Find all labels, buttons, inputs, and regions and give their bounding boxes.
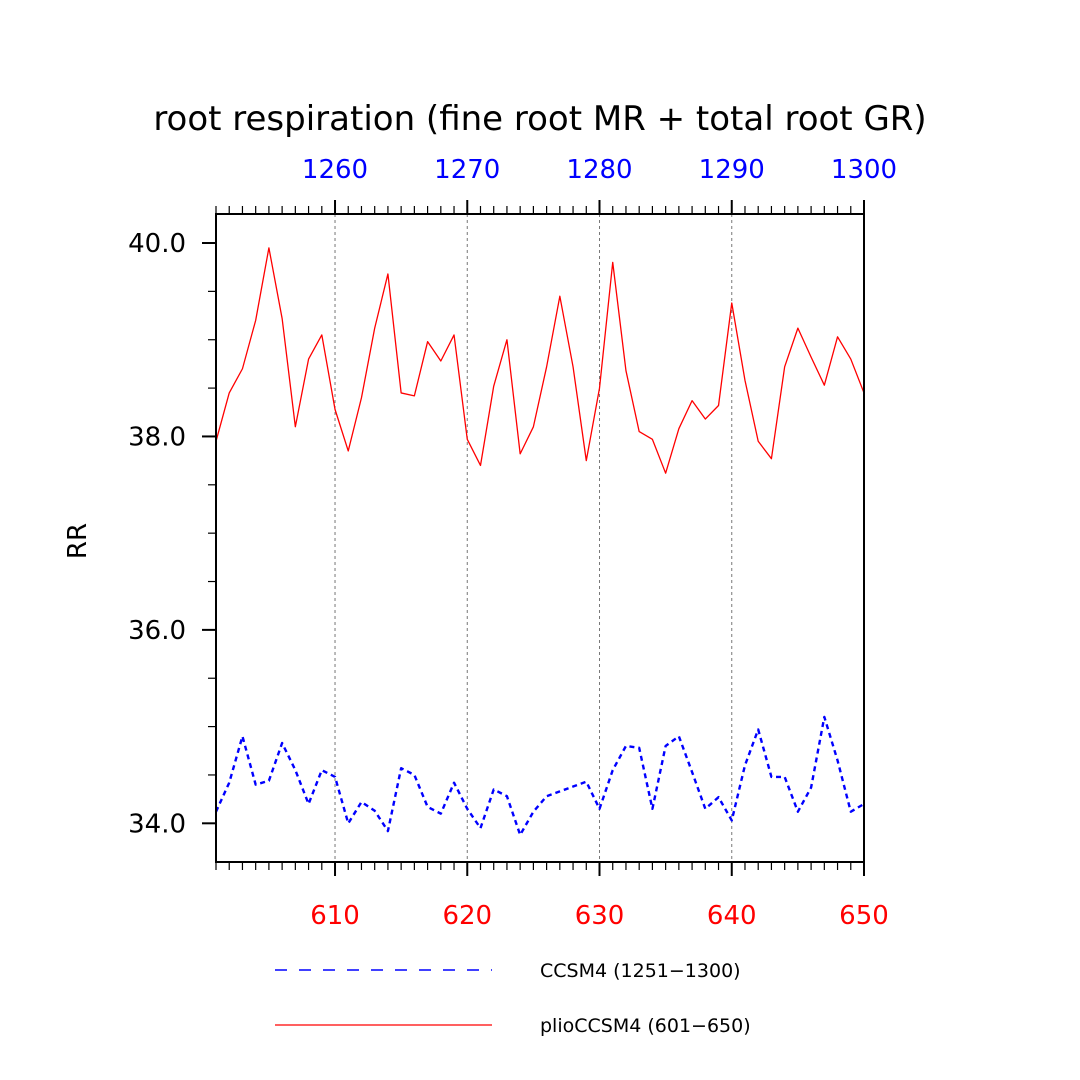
x-tick-label-630: 630 (575, 901, 625, 931)
y-tick-label-38: 38.0 (128, 422, 186, 452)
y-tick-label-34: 34.0 (128, 809, 186, 839)
y-tick-label-40: 40.0 (128, 229, 186, 259)
y-tick-label-36: 36.0 (128, 616, 186, 646)
series-layer (214, 247, 865, 837)
legend-label-0: CCSM4 (1251−1300) (540, 960, 741, 982)
x-tick-label-610: 610 (310, 901, 360, 931)
top-tick-label-1260: 1260 (302, 155, 368, 185)
top-tick-label-1280: 1280 (566, 155, 632, 185)
x-tick-label-640: 640 (707, 901, 757, 931)
top-tick-label-1290: 1290 (699, 155, 765, 185)
x-tick-label-620: 620 (442, 901, 492, 931)
y-axis-label: RR (63, 523, 93, 559)
chart-title: root respiration (fine root MR + total r… (153, 99, 926, 139)
series-line-1 (215, 247, 865, 474)
x-tick-label-650: 650 (839, 901, 889, 931)
top-tick-label-1300: 1300 (831, 155, 897, 185)
grid-lines (334, 214, 733, 862)
axes: 610 620 630 640 650 1260 1270 1280 1290 1300 34.0 3… (128, 155, 897, 931)
legend: CCSM4 (1251−1300) plioCCSM4 (601−650) (275, 960, 751, 1037)
legend-label-1: plioCCSM4 (601−650) (540, 1015, 751, 1037)
top-tick-label-1270: 1270 (434, 155, 500, 185)
series-line-0 (214, 715, 865, 837)
plot-frame (215, 213, 865, 863)
